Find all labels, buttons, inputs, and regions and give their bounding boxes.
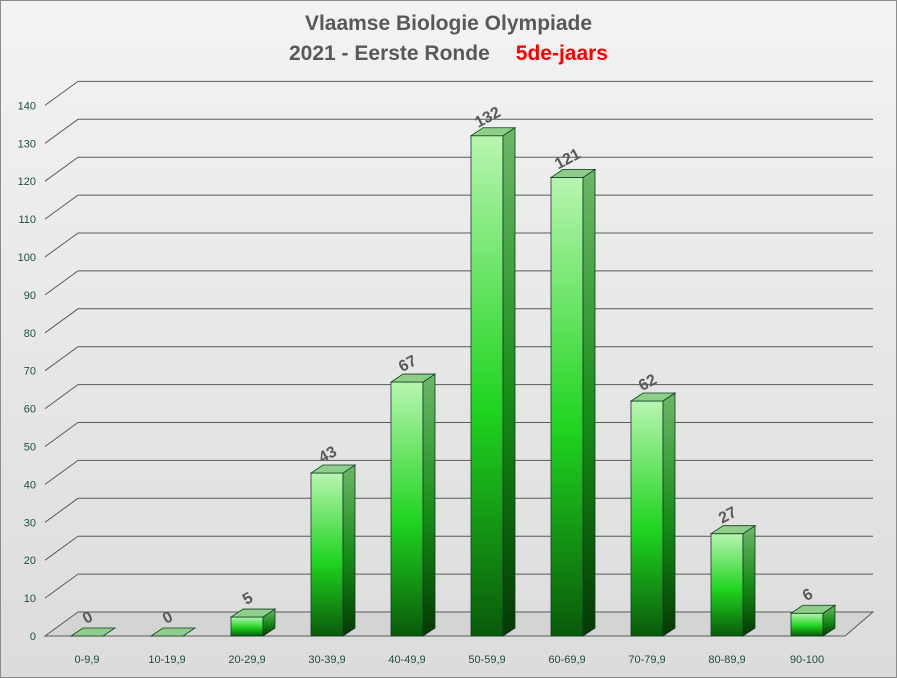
gridline [44,459,873,485]
bar [549,168,597,637]
bar-side [582,168,596,637]
chart-subtitle-accent: 5de-jaars [515,42,608,65]
bar [709,524,757,637]
bar-top [789,604,837,614]
x-tick-label: 50-59,9 [468,654,505,666]
gridline [44,270,873,296]
data-label: 62 [636,371,660,394]
gridline [44,573,873,599]
bar-top [309,464,357,474]
bar-front [550,177,584,637]
x-tick-label: 40-49,9 [388,654,425,666]
bar-top [389,373,437,383]
y-tick-label: 140 [18,100,36,112]
x-tick-label: 0-9,9 [74,654,99,666]
data-label: 5 [240,589,256,608]
bar-top [469,127,517,137]
bar [389,373,437,637]
chart-title: Vlaamse Biologie Olympiade [304,12,593,35]
y-tick-label: 90 [24,290,36,302]
chart-subtitle-line: 2021 - Eerste Ronde 5de-jaars [0,42,897,66]
gridline [44,308,873,334]
x-tick-label: 10-19,9 [148,654,185,666]
y-tick-label: 0 [30,631,36,643]
gridline [44,384,873,410]
y-tick-label: 110 [18,214,36,226]
bar [309,464,357,637]
y-tick-label: 120 [18,176,36,188]
bar [149,627,197,637]
bar-top [229,608,277,618]
x-axis-ticks: 0-9,9 10-19,9 20-29,9 30-39,9 40-49,9 50-59,9… [74,654,824,666]
y-tick-label: 70 [24,366,36,378]
y-tick-label: 130 [18,138,36,150]
data-label: 6 [800,586,816,605]
bar-side [342,464,356,637]
x-tick-label: 80-89,9 [708,654,745,666]
x-tick-label: 90-100 [790,654,824,666]
gridline [44,194,873,220]
bar [229,608,277,637]
gridline [44,422,873,447]
x-tick-label: 70-79,9 [628,654,665,666]
y-tick-label: 40 [24,479,36,491]
y-tick-label: 100 [18,252,36,264]
bar-top [549,169,597,178]
gridline [44,118,873,144]
data-label: 27 [716,504,740,527]
bar [629,392,677,637]
gridline [44,156,873,182]
gridline [44,346,873,372]
y-axis-ticks: 0 10 20 30 40 50 60 70 80 90 100 110 120 130 140 [18,100,36,643]
data-label: 43 [316,443,340,466]
bar-side [742,524,756,637]
y-tick-label: 10 [24,593,36,605]
data-label: 67 [396,352,420,375]
bar [69,627,117,637]
gridline [44,535,873,561]
x-tick-label: 20-29,9 [228,654,265,666]
bar [789,604,837,637]
chart-subtitle: 2021 - Eerste Ronde [289,42,490,65]
bar-side [502,126,516,637]
bar-top [709,525,757,535]
bar-front [310,472,344,637]
bar-side [422,373,436,637]
bar-front [630,400,664,637]
gridline [44,497,873,523]
x-tick-label: 60-69,9 [548,654,585,666]
bar-top [149,627,197,637]
bar-top [629,392,677,402]
bar-front [390,381,424,637]
y-tick-label: 20 [24,555,36,567]
bar-top [69,627,117,637]
y-tick-label: 80 [24,328,36,340]
x-tick-label: 30-39,9 [308,654,345,666]
bar-front [710,533,744,637]
bar-side [662,392,676,637]
y-tick-label: 30 [24,517,36,529]
gridline [44,232,873,258]
gridline [44,80,873,106]
bar-front [470,135,504,637]
bar [469,126,517,637]
y-tick-label: 50 [24,442,36,454]
y-tick-label: 60 [24,404,36,416]
bar-front [230,616,264,637]
bar-front [790,612,824,637]
